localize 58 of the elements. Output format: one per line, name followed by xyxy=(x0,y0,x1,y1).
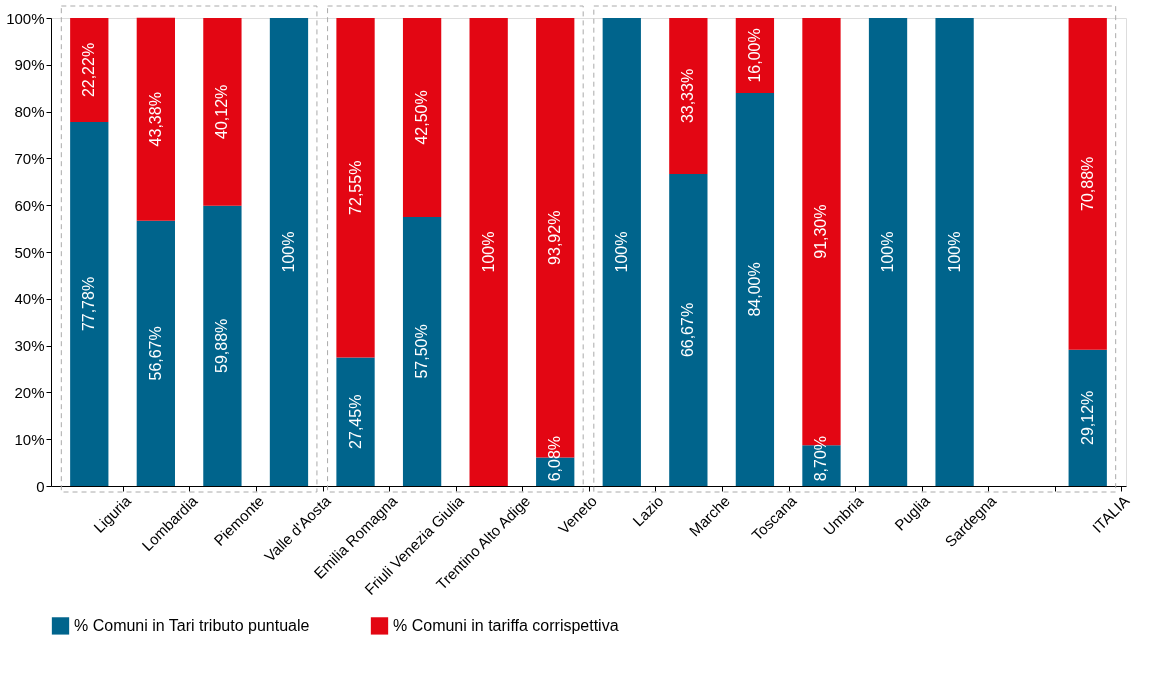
bar xyxy=(1068,349,1107,486)
bar xyxy=(402,18,442,217)
data-label: 43,38% xyxy=(146,92,164,147)
bar xyxy=(269,18,309,486)
legend-label: % Comuni in tariffa corrispettiva xyxy=(393,616,619,634)
legend-label: % Comuni in Tari tributo puntuale xyxy=(74,616,310,634)
data-label: 40,12% xyxy=(213,84,231,140)
data-label: 100% xyxy=(945,231,963,273)
data-label: 29,12% xyxy=(1078,390,1096,445)
bar xyxy=(935,18,974,486)
bar xyxy=(1068,18,1107,350)
data-label: 8,70% xyxy=(812,435,830,482)
bar xyxy=(70,121,109,486)
bar xyxy=(402,216,442,486)
bar xyxy=(669,173,708,486)
bar xyxy=(469,18,508,486)
data-label: 70,88% xyxy=(1078,156,1096,211)
data-label: 100% xyxy=(279,231,297,273)
bar xyxy=(70,18,109,122)
y-tick-label: 30% xyxy=(14,337,45,355)
bar xyxy=(203,205,242,486)
bar xyxy=(203,18,242,206)
data-label: 91,30% xyxy=(812,204,830,259)
bar xyxy=(136,220,175,486)
data-label: 6,08% xyxy=(546,435,564,482)
data-label: 59,88% xyxy=(213,318,231,374)
data-label: 66,67% xyxy=(679,302,697,358)
data-label: 42,50% xyxy=(413,90,431,145)
y-tick-label: 100% xyxy=(6,9,45,27)
y-tick-label: 0 xyxy=(36,477,45,495)
data-label: 93,92% xyxy=(546,210,564,265)
data-label: 72,55% xyxy=(346,160,364,215)
data-label: 57,50% xyxy=(413,324,431,379)
y-tick-label: 80% xyxy=(14,103,45,121)
data-label: 100% xyxy=(879,231,897,273)
data-label: 22,22% xyxy=(80,42,98,98)
data-label: 16,00% xyxy=(745,28,763,83)
bar xyxy=(336,357,375,486)
y-tick-label: 90% xyxy=(14,56,45,74)
y-tick-label: 20% xyxy=(14,383,45,401)
bar xyxy=(136,17,175,221)
bar xyxy=(602,18,641,486)
data-label: 77,78% xyxy=(80,276,98,332)
data-label: 100% xyxy=(479,231,497,273)
data-label: 27,45% xyxy=(346,394,364,449)
bar xyxy=(336,18,375,358)
data-label: 56,67% xyxy=(146,326,164,381)
y-tick-label: 70% xyxy=(14,149,45,167)
y-tick-label: 50% xyxy=(14,243,45,261)
data-label: 33,33% xyxy=(679,68,697,124)
data-label: 100% xyxy=(612,231,630,273)
bar xyxy=(735,92,775,486)
bar xyxy=(868,18,908,486)
bar xyxy=(669,18,708,174)
y-tick-label: 60% xyxy=(14,196,45,214)
y-tick-label: 10% xyxy=(14,430,45,448)
data-label: 84,00% xyxy=(745,262,763,317)
y-tick-label: 40% xyxy=(14,290,45,308)
